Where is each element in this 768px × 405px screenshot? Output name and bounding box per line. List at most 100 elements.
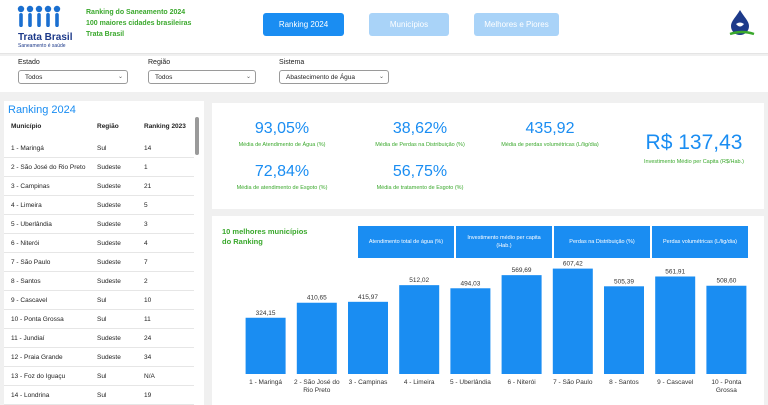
- bar-3[interactable]: [348, 301, 388, 374]
- cell-ranking-2023: 14: [144, 145, 152, 152]
- estado-dropdown[interactable]: Todos ⌄: [18, 70, 128, 84]
- table-row[interactable]: 13 - Foz do Iguaçu Sul N/A: [4, 367, 194, 386]
- metric-perdas-volumetricas-button[interactable]: Perdas volumétricas (L/lig/dia): [652, 226, 748, 258]
- nav-ranking-2024-button[interactable]: Ranking 2024: [263, 13, 344, 36]
- logo-name: Trata Brasil: [18, 32, 73, 43]
- table-row[interactable]: 1 - Maringá Sul 14: [4, 139, 194, 158]
- table-row[interactable]: 3 - Campinas Sudeste 21: [4, 177, 194, 196]
- cell-ranking-2023: 4: [144, 240, 148, 247]
- kpi-perdas-volumetricas: 435,92 Média de perdas volumétricas (L/l…: [488, 120, 612, 148]
- metric-label: Atendimento total de água (%): [368, 239, 444, 245]
- kpi-perdas-distribuicao: 38,62% Média de Perdas na Distribuição (…: [358, 120, 482, 148]
- filter-bar: Estado Todos ⌄ Região Todos ⌄ Sistema Ab…: [0, 56, 768, 92]
- filter-sistema: Sistema Abastecimento de Água ⌄: [279, 59, 389, 84]
- bar-2[interactable]: [296, 302, 337, 374]
- x-tick-label: 8 - Santos: [609, 379, 639, 386]
- cell-municipio: 9 - Cascavel: [11, 297, 48, 304]
- chevron-down-icon: ⌄: [378, 74, 384, 80]
- data-label: 569,69: [512, 267, 532, 274]
- cell-regiao: Sudeste: [97, 183, 121, 190]
- metric-investimento-button[interactable]: Investimento médio per capita (Hab.): [456, 226, 552, 258]
- metric-label: (Hab.): [496, 243, 512, 249]
- table-row[interactable]: 5 - Uberlândia Sudeste 3: [4, 215, 194, 234]
- cell-municipio: 2 - São José do Rio Preto: [11, 164, 86, 171]
- water-drops-logo-icon: [17, 5, 61, 27]
- kpi-atendimento-agua: 93,05% Média de Atendimento de Água (%): [220, 120, 344, 148]
- cell-municipio: 8 - Santos: [11, 278, 41, 285]
- table-row[interactable]: 4 - Limeira Sudeste 5: [4, 196, 194, 215]
- table-row[interactable]: 10 - Ponta Grossa Sul 11: [4, 310, 194, 329]
- x-tick-label: Grossa: [716, 387, 737, 394]
- x-tick-label: Rio Preto: [303, 387, 330, 394]
- data-label: 508,60: [716, 278, 736, 285]
- bar-5[interactable]: [450, 288, 491, 374]
- cell-regiao: Sudeste: [97, 354, 121, 361]
- column-header-municipio[interactable]: Município: [11, 123, 42, 130]
- column-header-ranking-2023[interactable]: Ranking 2023: [144, 123, 186, 130]
- chart-title-line1: 10 melhores municípios: [222, 227, 308, 236]
- cell-municipio: 4 - Limeira: [11, 202, 42, 209]
- data-label: 505,39: [614, 278, 634, 285]
- bar-4[interactable]: [399, 285, 440, 374]
- data-label: 561,91: [665, 268, 685, 275]
- bar-10[interactable]: [706, 285, 747, 374]
- chevron-down-icon: ⌄: [245, 74, 251, 80]
- header-info: Ranking do Saneamento 2024 100 maiores c…: [86, 7, 191, 40]
- header-line-source: Trata Brasil: [86, 31, 125, 38]
- bar-1[interactable]: [245, 317, 286, 374]
- kpi-value: 56,75%: [392, 163, 448, 180]
- cell-ranking-2023: 11: [144, 316, 151, 323]
- cell-regiao: Sul: [97, 392, 107, 399]
- header-line-title: Ranking do Saneamento 2024: [86, 9, 186, 16]
- ranking-scrollbar[interactable]: [195, 117, 200, 405]
- cell-regiao: Sudeste: [97, 164, 121, 171]
- x-tick-label: 6 - Niterói: [508, 379, 536, 386]
- cell-municipio: 12 - Praia Grande: [11, 354, 63, 361]
- kpi-value: 93,05%: [254, 120, 310, 137]
- bar-6[interactable]: [501, 275, 542, 374]
- cell-regiao: Sudeste: [97, 278, 121, 285]
- metric-perdas-distribuicao-button[interactable]: Perdas na Distribuição (%): [554, 226, 650, 258]
- x-tick-label: 4 - Limeira: [404, 379, 435, 386]
- x-tick-label: 7 - São Paulo: [553, 379, 593, 386]
- regiao-dropdown[interactable]: Todos ⌄: [148, 70, 256, 84]
- table-row[interactable]: 2 - São José do Rio Preto Sudeste 1: [4, 158, 194, 177]
- kpi-label: Média de Atendimento de Água (%): [238, 142, 326, 148]
- cell-ranking-2023: 34: [144, 354, 152, 361]
- nav-melhores-piores-button[interactable]: Melhores e Piores: [474, 13, 559, 36]
- table-row[interactable]: 7 - São Paulo Sudeste 7: [4, 253, 194, 272]
- kpi-label: Média de perdas volumétricas (L/lig/dia): [501, 142, 599, 148]
- cell-ranking-2023: 1: [144, 164, 148, 171]
- sistema-dropdown[interactable]: Abastecimento de Água ⌄: [279, 70, 389, 84]
- bar-8[interactable]: [604, 286, 644, 374]
- x-tick-label: 1 - Maringá: [249, 379, 282, 386]
- filter-regiao: Região Todos ⌄: [148, 59, 256, 84]
- regiao-value: Todos: [155, 74, 173, 81]
- filter-estado: Estado Todos ⌄: [18, 59, 128, 84]
- bar-7[interactable]: [552, 268, 593, 374]
- chart-title-line2: do Ranking: [222, 237, 263, 246]
- header-line-subtitle: 100 maiores cidades brasileiras: [86, 20, 192, 27]
- cell-ranking-2023: 10: [144, 297, 152, 304]
- cell-regiao: Sudeste: [97, 202, 121, 209]
- table-row[interactable]: 9 - Cascavel Sul 10: [4, 291, 194, 310]
- cell-municipio: 6 - Niterói: [11, 240, 40, 247]
- table-row[interactable]: 8 - Santos Sudeste 2: [4, 272, 194, 291]
- bar-9[interactable]: [655, 276, 696, 374]
- table-row[interactable]: 14 - Londrina Sul 19: [4, 386, 194, 405]
- table-row[interactable]: 11 - Jundiaí Sudeste 24: [4, 329, 194, 348]
- cell-municipio: 14 - Londrina: [11, 392, 50, 399]
- cell-ranking-2023: N/A: [144, 373, 155, 380]
- cell-ranking-2023: 7: [144, 259, 148, 266]
- metric-atendimento-agua-button[interactable]: Atendimento total de água (%): [358, 226, 454, 258]
- table-row[interactable]: 6 - Niterói Sudeste 4: [4, 234, 194, 253]
- kpi-atendimento-esgoto: 72,84% Média de atendimento de Esgoto (%…: [220, 163, 344, 191]
- cell-ranking-2023: 21: [144, 183, 152, 190]
- table-row[interactable]: 12 - Praia Grande Sudeste 34: [4, 348, 194, 367]
- scrollbar-thumb[interactable]: [195, 117, 199, 155]
- cell-regiao: Sul: [97, 145, 107, 152]
- cell-municipio: 10 - Ponta Grossa: [11, 316, 64, 323]
- nav-municipios-button[interactable]: Municípios: [369, 13, 449, 36]
- kpi-value: 435,92: [525, 120, 575, 137]
- column-header-regiao[interactable]: Região: [97, 123, 119, 130]
